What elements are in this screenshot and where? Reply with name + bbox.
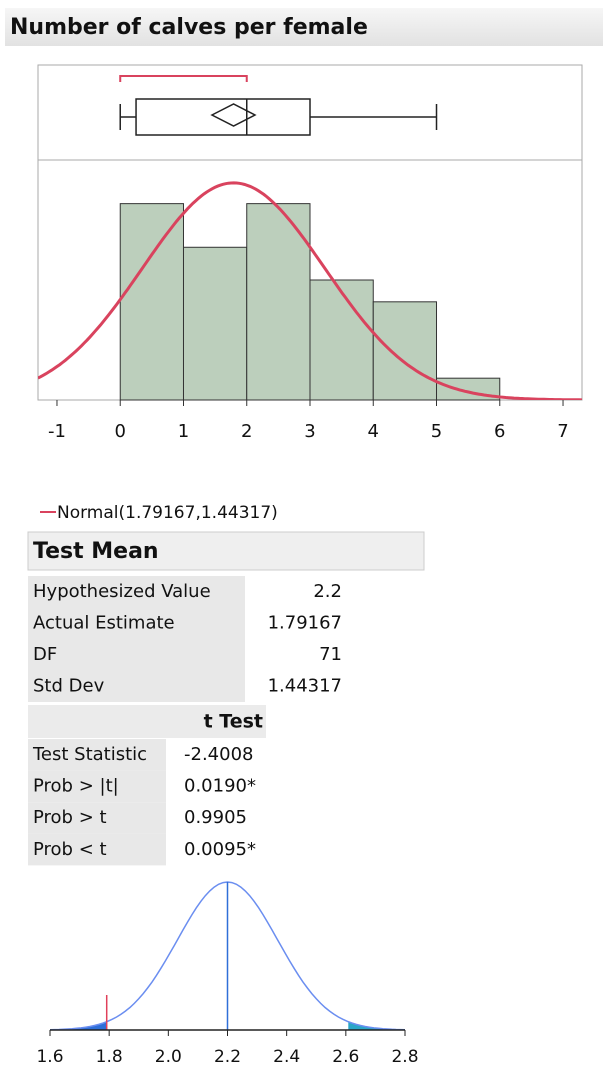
row-label: Prob > t (33, 807, 107, 828)
bar (309, 279, 374, 401)
box (135, 98, 311, 136)
x-tick-label: 2.6 (332, 1047, 359, 1067)
row-label: Test Statistic (32, 744, 147, 765)
row-value: 1.44317 (268, 676, 342, 697)
header-title: Number of calves per female (10, 15, 368, 40)
x-tick-label: 1 (178, 421, 189, 442)
bar (246, 203, 311, 401)
row-label-cell (28, 802, 166, 834)
row-label-cell (28, 670, 245, 702)
x-tick-label: 2.0 (155, 1047, 182, 1067)
row-label: Std Dev (33, 676, 105, 697)
row-label-cell (28, 607, 245, 639)
mean-diamond (210, 103, 257, 127)
x-tick-label: 5 (431, 421, 442, 442)
row-label-cell (28, 739, 166, 771)
row-value: 1.79167 (268, 613, 342, 634)
section-header (28, 705, 266, 738)
x-tick-label: 0 (115, 421, 126, 442)
row-label-cell (28, 639, 245, 671)
bar (372, 301, 438, 401)
x-tick-label: 4 (368, 421, 379, 442)
x-tick-label: 2.2 (214, 1047, 241, 1067)
row-value: 0.0190* (184, 776, 256, 797)
x-tick-label: 1.6 (36, 1047, 63, 1067)
x-tick-label: 6 (494, 421, 505, 442)
section-title: t Test (204, 711, 263, 733)
right-tail (348, 1021, 405, 1030)
bar (182, 246, 248, 401)
row-value: -2.4008 (184, 744, 253, 765)
row-value: 2.2 (313, 581, 342, 602)
row-value: 0.0095* (184, 839, 256, 860)
row-label: Actual Estimate (33, 613, 175, 634)
row-label: Prob < t (33, 839, 107, 860)
x-tick-label: 2 (241, 421, 252, 442)
row-label: Hypothesized Value (33, 581, 211, 602)
shortest-half (119, 75, 248, 82)
header-bar (5, 8, 603, 46)
section-title: Test Mean (33, 539, 159, 564)
x-tick-label: -1 (48, 421, 66, 442)
normal-curve (38, 181, 582, 400)
x-tick-label: 7 (557, 421, 568, 442)
row-value: 0.9905 (184, 807, 247, 828)
row-label: Prob > |t| (33, 776, 119, 797)
x-tick-label: 2.4 (273, 1047, 300, 1067)
left-tail (50, 1021, 107, 1030)
legend-label: Normal(1.79167,1.44317) (57, 503, 278, 523)
row-label: DF (33, 644, 57, 665)
bar (119, 203, 184, 401)
x-tick-label: 2.8 (391, 1047, 418, 1067)
x-tick-label: 1.8 (96, 1047, 123, 1067)
x-tick-label: 3 (304, 421, 315, 442)
section-header (27, 531, 425, 571)
row-label-cell (28, 833, 166, 866)
row-label-cell (28, 576, 245, 608)
row-value: 71 (319, 644, 342, 665)
row-label-cell (28, 770, 166, 803)
